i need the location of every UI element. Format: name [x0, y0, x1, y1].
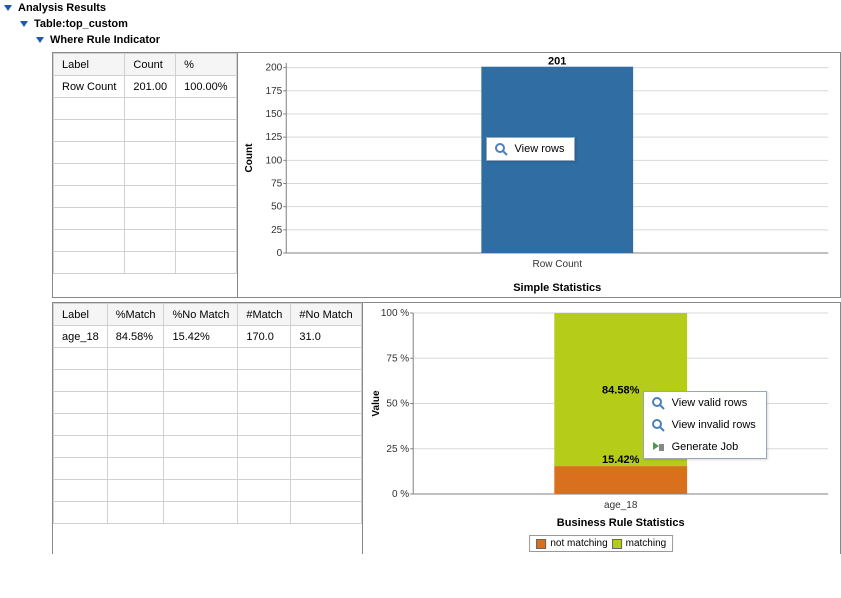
svg-text:50: 50 [271, 202, 283, 213]
magnifier-icon [493, 141, 509, 157]
table-cell: 100.00% [176, 76, 236, 98]
menu-item-label: View rows [515, 143, 565, 155]
legend-swatch-notmatching [536, 539, 546, 549]
legend-label: not matching [550, 538, 607, 549]
table-rule-stats: Label %Match %No Match #Match #No Match … [53, 303, 362, 524]
panel-simple-stats: Label Count % Row Count201.00100.00% 025… [52, 52, 841, 298]
menu-item-label: Generate Job [672, 441, 739, 453]
svg-text:200: 200 [265, 63, 282, 74]
chevron-down-icon [20, 21, 28, 27]
svg-text:Business Rule Statistics: Business Rule Statistics [556, 517, 684, 529]
svg-text:Simple Statistics: Simple Statistics [513, 282, 601, 294]
table-row-empty [54, 502, 362, 524]
context-menu-simple: View rows [486, 137, 576, 161]
table-cell: 31.0 [291, 326, 361, 348]
svg-text:0 %: 0 % [392, 489, 409, 500]
col-header: %No Match [164, 304, 238, 326]
menu-item-label: View valid rows [672, 397, 748, 409]
table-cell: 84.58% [107, 326, 164, 348]
legend-rule-stats: not matching matching [529, 535, 673, 552]
table-row-empty [54, 98, 237, 120]
col-header: Label [54, 304, 108, 326]
tree-node-table[interactable]: Table:top_custom [20, 16, 841, 32]
legend-label: matching [626, 538, 667, 549]
col-header: #No Match [291, 304, 361, 326]
table-cell: 170.0 [238, 326, 291, 348]
table-row-empty [54, 458, 362, 480]
menu-item-view-invalid-rows[interactable]: View invalid rows [644, 414, 766, 436]
svg-text:150: 150 [265, 109, 282, 120]
svg-text:25 %: 25 % [386, 444, 409, 455]
chart-rule-stats: 0 % 25 % 50 % 75 % 100 % 84.58% 15.42% age_18 Bu… [363, 303, 840, 554]
svg-text:50 %: 50 % [386, 399, 409, 410]
svg-text:15.42%: 15.42% [602, 454, 640, 466]
tree-label-indicator: Where Rule Indicator [50, 34, 160, 46]
svg-text:75 %: 75 % [386, 353, 409, 364]
svg-text:75: 75 [271, 178, 283, 189]
menu-item-label: View invalid rows [672, 419, 756, 431]
svg-text:Row Count: Row Count [532, 259, 582, 270]
col-header: #Match [238, 304, 291, 326]
table-cell: 201.00 [125, 76, 176, 98]
table-row-empty [54, 230, 237, 252]
table-row[interactable]: Row Count201.00100.00% [54, 76, 237, 98]
col-header: %Match [107, 304, 164, 326]
menu-item-generate-job[interactable]: Generate Job [644, 436, 766, 458]
tree-node-indicator[interactable]: Where Rule Indicator [36, 32, 841, 48]
svg-text:125: 125 [265, 132, 282, 143]
context-menu-rule: View valid rows View invalid rows Genera… [643, 391, 767, 459]
table-cell: 15.42% [164, 326, 238, 348]
table-simple-stats: Label Count % Row Count201.00100.00% [53, 53, 237, 274]
svg-text:25: 25 [271, 225, 283, 236]
menu-item-view-valid-rows[interactable]: View valid rows [644, 392, 766, 414]
legend-swatch-matching [612, 539, 622, 549]
gear-play-icon [650, 439, 666, 455]
table-row-empty [54, 164, 237, 186]
svg-text:0: 0 [276, 248, 282, 259]
svg-text:Value: Value [371, 390, 382, 417]
table-cell: age_18 [54, 326, 108, 348]
table-row-empty [54, 120, 237, 142]
tree-label-root: Analysis Results [18, 2, 106, 14]
svg-text:Count: Count [244, 143, 255, 173]
table-row-empty [54, 414, 362, 436]
table-row-empty [54, 392, 362, 414]
magnifier-icon [650, 395, 666, 411]
svg-text:100: 100 [265, 155, 282, 166]
table-row-empty [54, 208, 237, 230]
chevron-down-icon [36, 37, 44, 43]
table-row-empty [54, 370, 362, 392]
table-row[interactable]: age_1884.58%15.42%170.031.0 [54, 326, 362, 348]
svg-text:84.58%: 84.58% [602, 385, 640, 397]
table-cell: Row Count [54, 76, 125, 98]
table-row-empty [54, 186, 237, 208]
table-simple-stats-wrap: Label Count % Row Count201.00100.00% [53, 53, 238, 297]
table-rule-stats-wrap: Label %Match %No Match #Match #No Match … [53, 303, 363, 554]
table-row-empty [54, 348, 362, 370]
svg-text:175: 175 [265, 86, 282, 97]
svg-text:201: 201 [548, 56, 566, 68]
tree-node-analysis-results[interactable]: Analysis Results [4, 0, 841, 16]
magnifier-icon [650, 417, 666, 433]
table-row-empty [54, 252, 237, 274]
panel-rule-stats: Label %Match %No Match #Match #No Match … [52, 302, 841, 554]
table-row-empty [54, 436, 362, 458]
tree-label-table: Table:top_custom [34, 18, 128, 30]
col-header: Count [125, 54, 176, 76]
chevron-down-icon [4, 5, 12, 11]
chart-simple-stats: 0 25 50 75 100 125 150 175 200 201 Row Count Simple… [238, 53, 840, 297]
col-header: % [176, 54, 236, 76]
col-header: Label [54, 54, 125, 76]
svg-text:age_18: age_18 [604, 500, 638, 511]
table-row-empty [54, 480, 362, 502]
menu-item-view-rows[interactable]: View rows [487, 138, 575, 160]
table-row-empty [54, 142, 237, 164]
svg-text:100 %: 100 % [380, 308, 408, 319]
